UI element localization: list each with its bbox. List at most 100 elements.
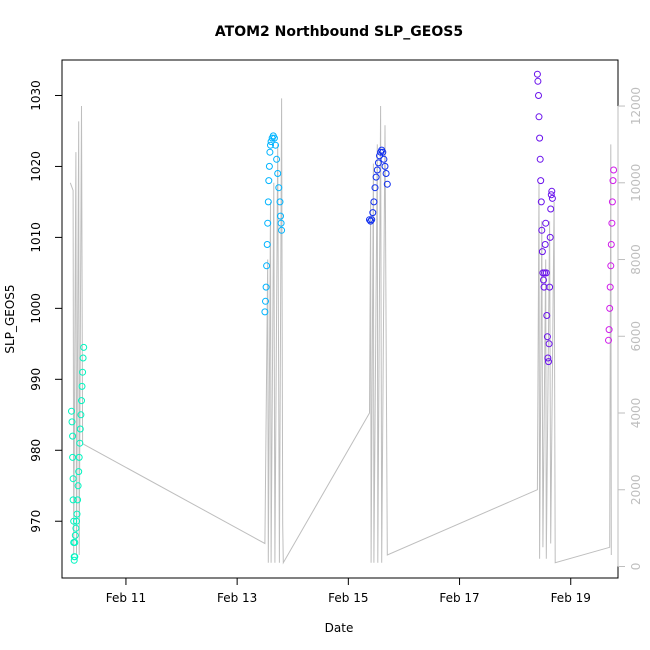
x-tick-label: Feb 15 bbox=[328, 591, 368, 605]
data-point bbox=[264, 198, 272, 206]
data-point bbox=[540, 276, 547, 284]
data-point bbox=[607, 241, 615, 248]
y2-tick-label: 0 bbox=[629, 563, 643, 571]
data-point bbox=[605, 326, 613, 334]
x-tick-label: Feb 13 bbox=[217, 591, 257, 605]
data-point bbox=[548, 187, 556, 195]
data-point bbox=[72, 524, 80, 532]
y2-tick-label: 10000 bbox=[629, 164, 643, 202]
data-point bbox=[76, 439, 84, 447]
data-point bbox=[374, 159, 382, 167]
y2-axis: 0 2000 4000 6000 8000 10000 12000 bbox=[617, 87, 643, 571]
data-point bbox=[543, 333, 551, 341]
chart-title: ATOM2 Northbound SLP_GEOS5 bbox=[215, 24, 463, 40]
data-point bbox=[608, 219, 616, 227]
data-point bbox=[546, 233, 554, 241]
data-point bbox=[78, 382, 86, 390]
y-tick-label: 970 bbox=[29, 510, 43, 533]
data-point bbox=[263, 262, 271, 270]
data-point bbox=[76, 425, 84, 433]
x-tick-label: Feb 17 bbox=[439, 591, 479, 605]
data-point bbox=[68, 407, 75, 415]
x-axis: Feb 11 Feb 13 Feb 15 Feb 17 Feb 19 bbox=[106, 577, 591, 605]
data-point bbox=[542, 269, 550, 277]
data-point bbox=[368, 216, 376, 224]
y-tick-label: 990 bbox=[29, 368, 43, 391]
data-point bbox=[606, 304, 614, 312]
data-point bbox=[73, 510, 81, 518]
data-point bbox=[369, 209, 377, 217]
data-point bbox=[69, 453, 77, 461]
y2-tick-label: 2000 bbox=[629, 474, 643, 505]
data-point bbox=[267, 141, 274, 149]
data-point bbox=[272, 141, 279, 149]
data-point bbox=[382, 170, 390, 177]
secondary-line bbox=[69, 98, 612, 565]
data-point bbox=[68, 418, 76, 426]
y-tick-label: 1000 bbox=[29, 293, 43, 324]
data-point bbox=[535, 113, 543, 121]
series-1 bbox=[68, 343, 88, 564]
data-point bbox=[371, 184, 379, 192]
data-point bbox=[610, 166, 618, 174]
series-3 bbox=[366, 146, 391, 225]
data-point bbox=[71, 539, 79, 546]
data-point bbox=[278, 226, 286, 234]
x-axis-label: Date bbox=[325, 621, 354, 635]
data-point bbox=[373, 166, 381, 174]
data-point bbox=[79, 368, 87, 376]
data-point bbox=[70, 517, 78, 525]
data-point bbox=[71, 531, 79, 539]
data-point bbox=[546, 283, 554, 291]
data-point bbox=[277, 219, 285, 227]
series-5 bbox=[605, 166, 618, 344]
data-point bbox=[538, 226, 546, 234]
data-point bbox=[533, 70, 541, 78]
data-point bbox=[80, 343, 88, 351]
y2-tick-label: 8000 bbox=[629, 244, 643, 275]
y-axis: 970 980 990 1000 1010 1020 1030 bbox=[29, 80, 63, 533]
data-point bbox=[544, 354, 552, 362]
series-2 bbox=[261, 132, 286, 316]
data-point bbox=[70, 556, 78, 564]
y-tick-label: 1010 bbox=[29, 222, 43, 253]
data-point bbox=[542, 219, 550, 227]
data-point bbox=[69, 432, 77, 440]
data-point bbox=[609, 177, 617, 185]
y-axis-label: SLP_GEOS5 bbox=[3, 284, 17, 353]
data-point bbox=[547, 191, 555, 199]
series-4 bbox=[533, 70, 556, 366]
y2-tick-label: 4000 bbox=[629, 398, 643, 429]
data-point bbox=[370, 198, 378, 206]
data-point bbox=[78, 397, 85, 405]
data-point bbox=[380, 155, 388, 163]
data-point bbox=[536, 155, 544, 163]
data-point bbox=[274, 170, 282, 177]
x-tick-label: Feb 11 bbox=[106, 591, 146, 605]
data-point bbox=[537, 177, 545, 185]
data-point bbox=[69, 475, 77, 483]
data-point bbox=[275, 184, 283, 192]
data-point bbox=[367, 217, 375, 225]
data-point bbox=[545, 340, 553, 348]
y2-tick-label: 6000 bbox=[629, 321, 643, 352]
data-point bbox=[261, 308, 269, 316]
data-point bbox=[535, 92, 542, 99]
data-point bbox=[547, 205, 555, 213]
data-point bbox=[538, 248, 546, 256]
data-point bbox=[608, 198, 616, 206]
data-point bbox=[534, 77, 542, 85]
plot-box bbox=[61, 59, 619, 579]
series-layer bbox=[68, 70, 618, 564]
data-point bbox=[79, 354, 87, 362]
data-point bbox=[541, 241, 549, 248]
data-point bbox=[264, 219, 272, 227]
data-point bbox=[372, 173, 380, 181]
data-point bbox=[277, 212, 284, 220]
data-point bbox=[606, 283, 614, 291]
data-point bbox=[273, 155, 281, 163]
data-point bbox=[73, 517, 80, 525]
data-point bbox=[262, 297, 269, 305]
x-tick-label: Feb 19 bbox=[551, 591, 591, 605]
